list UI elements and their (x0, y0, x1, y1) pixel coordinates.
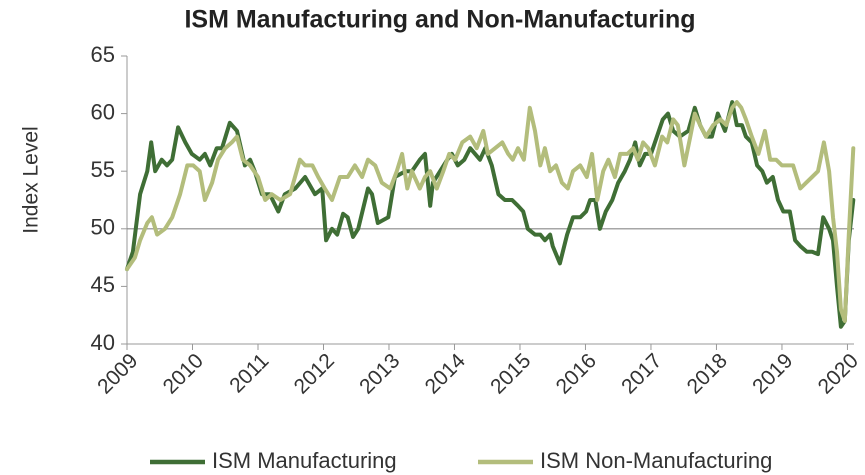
x-tick-label: 2019 (748, 349, 797, 398)
y-tick-label: 60 (91, 99, 115, 124)
x-tick-label: 2013 (355, 349, 404, 398)
series-line (125, 100, 856, 329)
y-tick-label: 55 (91, 157, 115, 182)
chart-title: ISM Manufacturing and Non-Manufacturing (184, 6, 695, 34)
x-tick-label: 2015 (486, 349, 535, 398)
y-axis-label: Index Level (20, 126, 43, 233)
x-tick-label: 2017 (617, 349, 666, 398)
x-tick-label: 2009 (93, 349, 142, 398)
x-tick-label: 2018 (683, 349, 732, 398)
y-tick-label: 40 (91, 330, 115, 355)
y-tick-label: 45 (91, 272, 115, 297)
x-tick-label: 2011 (225, 349, 273, 397)
legend-label: ISM Manufacturing (212, 448, 397, 473)
x-tick-label: 2014 (421, 349, 471, 399)
x-tick-label: 2012 (290, 349, 339, 398)
y-tick-label: 65 (91, 42, 115, 67)
legend-label: ISM Non-Manufacturing (540, 448, 772, 473)
x-tick-label: 2016 (552, 349, 601, 398)
series-line (125, 100, 856, 323)
x-tick-label: 2020 (814, 349, 863, 398)
y-tick-label: 50 (91, 215, 115, 240)
x-tick-label: 2010 (159, 349, 208, 398)
